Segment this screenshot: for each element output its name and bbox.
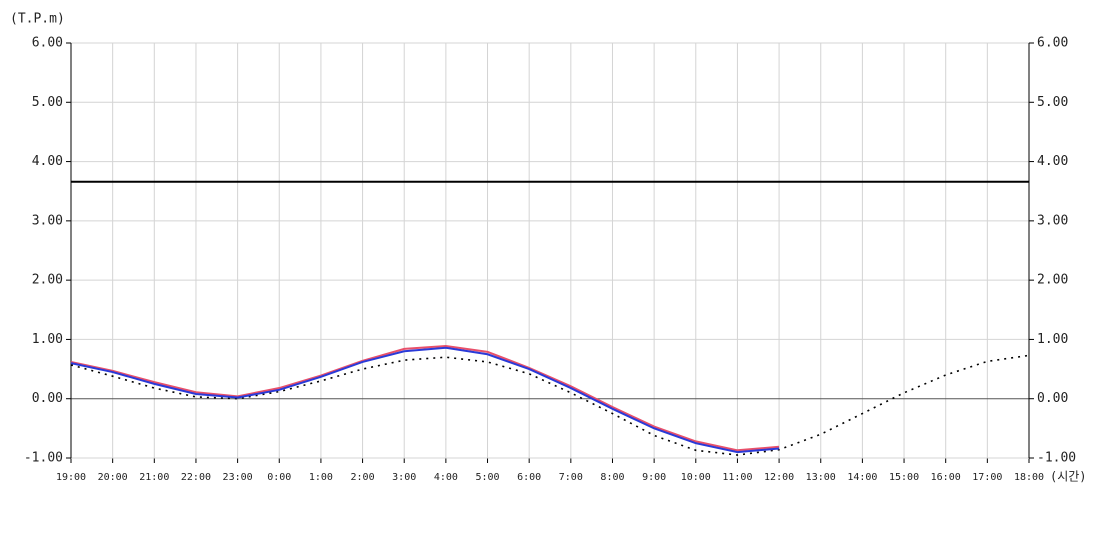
x-tick-label: 18:00	[1014, 472, 1044, 483]
x-tick-label: 23:00	[223, 472, 253, 483]
y-tick-label: 0.00	[32, 391, 63, 406]
x-tick-label: 17:00	[972, 472, 1002, 483]
y2-tick-label: -1.00	[1037, 451, 1076, 466]
y-tick-label: 6.00	[32, 36, 63, 51]
y-tick-label: 2.00	[32, 273, 63, 288]
x-tick-label: 0:00	[267, 472, 291, 483]
x-axis-label: (시간)	[1050, 470, 1087, 484]
x-tick-label: 16:00	[931, 472, 961, 483]
x-tick-label: 15:00	[889, 472, 919, 483]
y2-tick-label: 1.00	[1037, 332, 1068, 347]
x-tick-label: 8:00	[600, 472, 624, 483]
series-line	[70, 346, 780, 454]
y-tick-label: 1.00	[32, 332, 63, 347]
x-tick-label: 4:00	[434, 472, 458, 483]
series-line	[70, 354, 1030, 456]
x-tick-label: 7:00	[559, 472, 583, 483]
x-tick-label: 2:00	[351, 472, 375, 483]
y2-tick-label: 3.00	[1037, 213, 1068, 228]
y2-tick-label: 0.00	[1037, 391, 1068, 406]
x-tick-label: 12:00	[764, 472, 794, 483]
y-axis-label: (T.P.m)	[10, 12, 65, 27]
x-tick-label: 10:00	[681, 472, 711, 483]
x-tick-label: 11:00	[722, 472, 752, 483]
y2-tick-label: 5.00	[1037, 95, 1068, 110]
x-tick-label: 5:00	[475, 472, 499, 483]
x-tick-label: 1:00	[309, 472, 333, 483]
x-tick-label: 3:00	[392, 472, 416, 483]
y2-tick-label: 2.00	[1037, 273, 1068, 288]
y-tick-label: 4.00	[32, 154, 63, 169]
x-tick-label: 9:00	[642, 472, 666, 483]
x-tick-label: 13:00	[806, 472, 836, 483]
y-tick-label: 5.00	[32, 95, 63, 110]
y2-tick-label: 4.00	[1037, 154, 1068, 169]
series-line	[70, 344, 780, 452]
x-tick-label: 20:00	[98, 472, 128, 483]
x-tick-label: 22:00	[181, 472, 211, 483]
x-tick-label: 14:00	[847, 472, 877, 483]
x-tick-label: 6:00	[517, 472, 541, 483]
x-tick-label: 21:00	[139, 472, 169, 483]
y2-tick-label: 6.00	[1037, 36, 1068, 51]
y-tick-label: 3.00	[32, 213, 63, 228]
y-tick-label: -1.00	[24, 451, 63, 466]
x-tick-label: 19:00	[56, 472, 86, 483]
